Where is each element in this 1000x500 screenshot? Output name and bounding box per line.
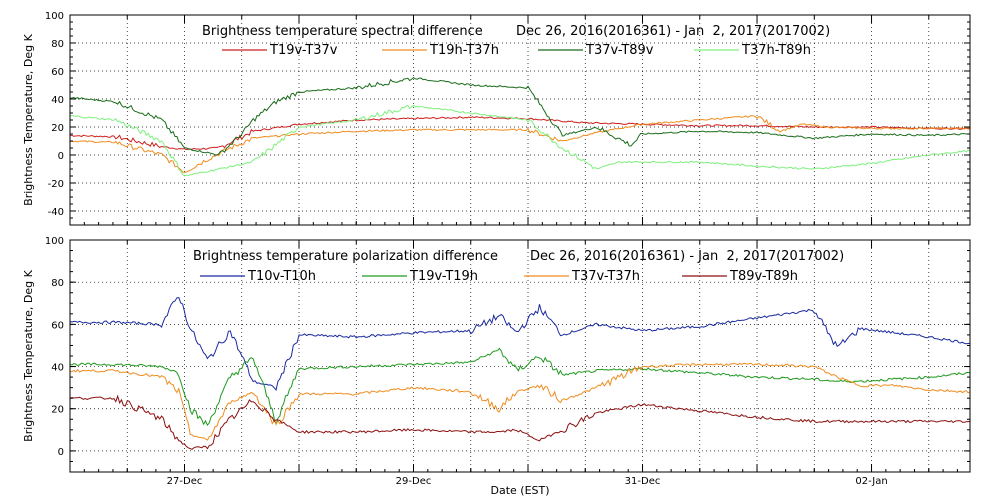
y-tick-label: 0 (58, 447, 64, 458)
y-tick-label: 60 (51, 320, 64, 331)
spectral-series-line-t19v-t37v (70, 116, 971, 151)
spectral-difference-panel: -40 -20 0 20 40 60 80 100 Brightness temperatur… (22, 11, 971, 226)
polarization-series-line-t19v-t19h (69, 347, 971, 427)
polarization-y-axis-label: Brightness Temperature, Deg K (22, 269, 35, 441)
legend-label: T37v-T89v (585, 43, 654, 58)
legend-label: T10v-T10h (247, 269, 316, 284)
polarization-series-line-t10v-t10h (69, 297, 971, 391)
spectral-plot-frame (69, 14, 971, 226)
polarization-difference-panel: 0 20 40 60 80 100 27-Dec 29-Dec 31-Dec 02-Jan Bri… (22, 236, 971, 497)
polarization-plot-frame (69, 239, 971, 473)
y-tick-label: 60 (51, 67, 64, 78)
legend-label: T19v-T37v (269, 43, 338, 58)
legend-label: T37h-T89h (741, 43, 811, 58)
legend-label: T19h-T37h (429, 43, 499, 58)
legend-label: T37v-T37h (571, 269, 640, 284)
y-tick-label: -20 (48, 179, 64, 190)
x-tick-label: 31-Dec (625, 476, 661, 487)
x-tick-label: 27-Dec (167, 476, 203, 487)
polarization-series-line-t89v-t89h (69, 394, 971, 450)
y-tick-label: 20 (51, 405, 64, 416)
polarization-date-range: Dec 26, 2016(2016361) - Jan 2, 2017(2017… (530, 249, 844, 264)
x-axis-label: Date (EST) (490, 484, 549, 497)
legend-label: T89v-T89h (729, 269, 798, 284)
y-tick-label: 0 (58, 151, 64, 162)
spectral-y-axis-label: Brightness Temperature, Deg K (22, 33, 35, 205)
y-tick-label: 40 (51, 363, 64, 374)
x-tick-label: 29-Dec (396, 476, 432, 487)
x-tick-label: 02-Jan (855, 476, 887, 487)
polarization-series-line-t37v-t37h (69, 362, 971, 441)
y-tick-label: 100 (45, 11, 64, 22)
polarization-chart-title: Brightness temperature polarization diff… (193, 249, 498, 264)
legend-label: T19v-T19h (409, 269, 478, 284)
y-tick-label: 100 (45, 236, 64, 247)
y-tick-label: 80 (51, 278, 64, 289)
spectral-series-line-t37h-t89h (69, 104, 971, 177)
spectral-date-range: Dec 26, 2016(2016361) - Jan 2, 2017(2017… (516, 24, 830, 39)
spectral-series-line-t37v-t89v (69, 76, 970, 156)
y-tick-label: 80 (51, 39, 64, 50)
y-tick-label: 40 (51, 95, 64, 106)
spectral-series-line-t19h-t37h (69, 114, 971, 174)
y-tick-label: 20 (51, 123, 64, 134)
spectral-chart-title: Brightness temperature spectral differen… (202, 24, 483, 39)
y-tick-label: -40 (48, 207, 64, 218)
